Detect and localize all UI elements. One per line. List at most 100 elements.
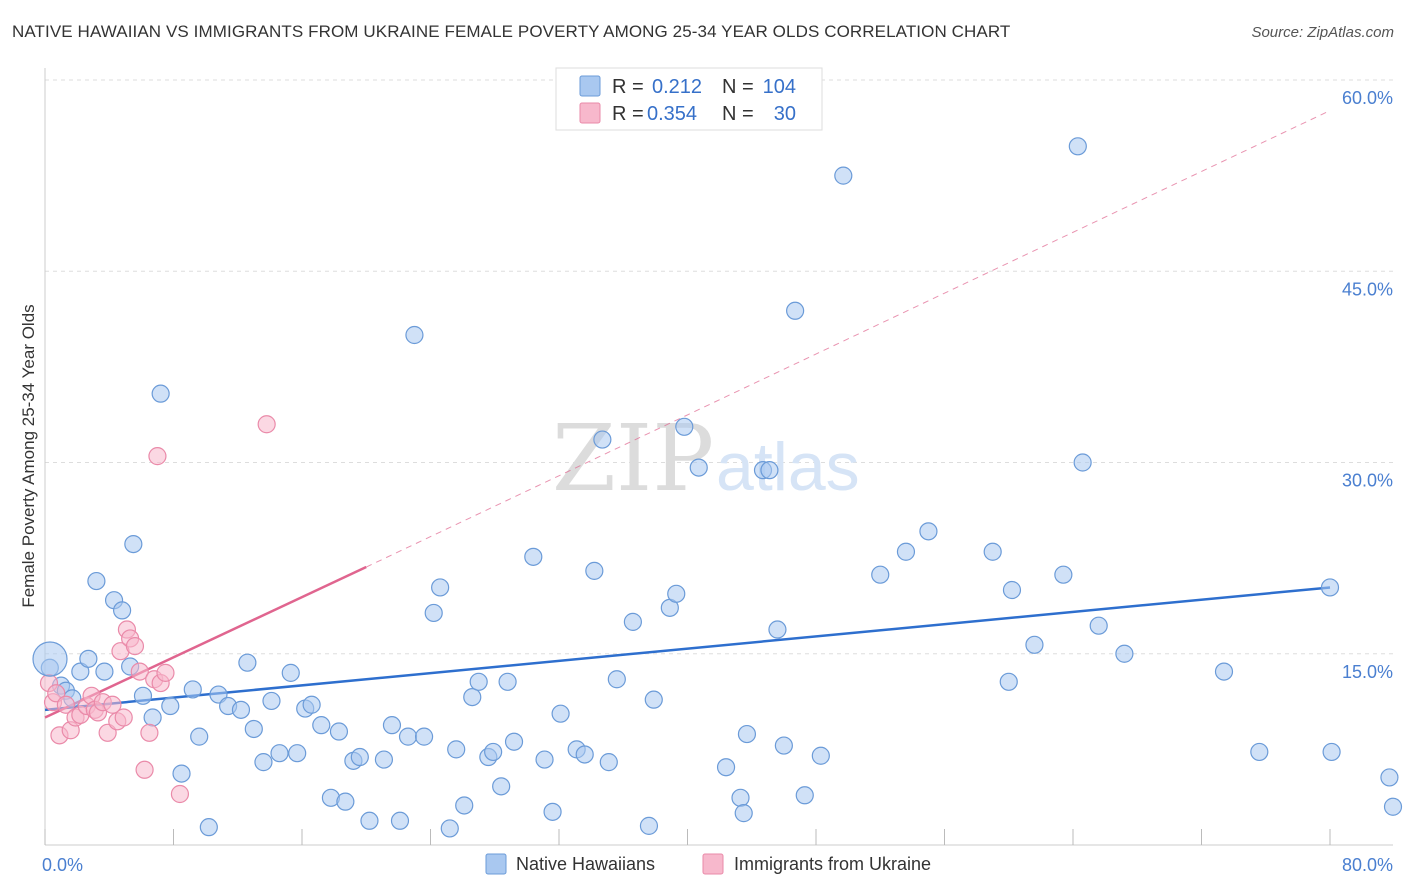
data-point <box>79 649 98 668</box>
data-point <box>130 662 149 681</box>
data-point <box>1089 616 1108 635</box>
data-point <box>374 750 394 769</box>
data-point <box>151 384 170 403</box>
data-point <box>148 447 167 466</box>
data-point <box>607 670 626 689</box>
data-point <box>156 663 175 682</box>
data-point <box>469 672 488 691</box>
legend-r-label: R = <box>612 103 644 125</box>
data-point <box>675 417 694 436</box>
data-point <box>492 777 511 796</box>
data-point <box>455 796 474 815</box>
series-legend-label-native-hawaiians: Native Hawaiians <box>516 854 655 874</box>
legend-n-value: 30 <box>774 103 796 125</box>
y-tick-label: 60.0% <box>1342 88 1393 108</box>
data-point <box>398 727 418 746</box>
data-points <box>32 137 1403 838</box>
y-tick-label: 45.0% <box>1342 279 1393 299</box>
legend-r-value: 0.212 <box>652 76 702 98</box>
data-point <box>161 696 180 716</box>
data-point <box>983 542 1002 561</box>
data-point <box>1322 742 1341 762</box>
grid-lines <box>45 79 1393 655</box>
data-point <box>639 816 659 835</box>
data-point <box>302 695 321 714</box>
data-point <box>689 458 708 477</box>
series-native-hawaiians <box>40 137 1403 838</box>
data-point <box>87 571 106 591</box>
data-point <box>190 727 209 746</box>
data-point <box>143 708 162 727</box>
data-point <box>575 745 594 764</box>
y-tick-labels: 15.0% 30.0% 45.0% 60.0% <box>1342 88 1393 682</box>
data-point <box>1383 797 1403 816</box>
data-point <box>281 663 300 682</box>
data-point <box>1068 137 1087 156</box>
data-point <box>623 612 642 631</box>
data-point <box>524 547 543 566</box>
data-point <box>1054 565 1073 584</box>
data-point <box>360 811 379 830</box>
data-point <box>114 708 133 727</box>
data-point <box>644 690 663 709</box>
legend-n-label: N = <box>722 103 754 125</box>
series-immigrants-from-ukraine <box>39 415 276 804</box>
data-point <box>254 753 273 772</box>
y-axis-label: Female Poverty Among 25-34 Year Olds <box>19 304 38 607</box>
trend-line-native-hawaiians <box>44 586 1331 712</box>
data-point <box>172 764 191 783</box>
legend-row-immigrants-from-ukraine: R = 0.354 N = 30 <box>579 102 796 125</box>
data-point <box>140 723 159 742</box>
data-point <box>288 744 307 763</box>
data-point <box>535 750 554 769</box>
series-legend-label-immigrants-from-ukraine: Immigrants from Ukraine <box>734 854 931 874</box>
y-tick-label: 15.0% <box>1342 662 1393 682</box>
x-tick-label: 80.0% <box>1342 855 1393 875</box>
data-point <box>1250 742 1269 762</box>
data-point <box>593 430 612 449</box>
axes <box>44 68 1393 846</box>
data-point <box>390 811 410 830</box>
trend-line-ukraine-extended <box>366 110 1331 568</box>
data-point <box>405 325 424 345</box>
data-point <box>257 415 276 434</box>
legend-r-value: 0.354 <box>647 103 697 125</box>
data-point <box>112 601 132 620</box>
data-point <box>183 680 202 699</box>
data-point <box>504 732 524 751</box>
data-point <box>103 695 122 714</box>
data-point <box>133 686 153 705</box>
data-point <box>484 742 503 762</box>
data-point <box>463 687 482 707</box>
data-point <box>1320 578 1340 597</box>
x-tick-label: 0.0% <box>42 855 83 875</box>
data-point <box>262 691 281 711</box>
data-point <box>125 636 145 656</box>
data-point <box>199 818 218 837</box>
data-point-large <box>32 641 68 677</box>
legend-row-native-hawaiians: R = 0.212 N = 104 <box>579 75 796 98</box>
data-point <box>760 461 779 480</box>
data-point <box>1214 662 1234 681</box>
data-point <box>811 746 830 765</box>
data-point <box>382 716 402 735</box>
data-point <box>124 534 143 554</box>
data-point <box>1002 580 1022 600</box>
data-point <box>135 760 154 779</box>
data-point <box>795 786 814 805</box>
data-point <box>716 758 736 777</box>
data-point <box>774 736 793 755</box>
legend: R = 0.212 N = 104 R = 0.354 N = 30 <box>555 67 823 131</box>
data-point <box>919 522 938 541</box>
data-point <box>737 724 757 744</box>
watermark-atlas: atlas <box>716 429 860 505</box>
chart-title: NATIVE HAWAIIAN VS IMMIGRANTS FROM UKRAI… <box>12 22 1011 41</box>
series-legend-swatch-blue <box>485 853 507 875</box>
data-point <box>95 662 114 681</box>
data-point <box>336 792 355 811</box>
data-point <box>1073 453 1092 472</box>
data-point <box>585 561 604 580</box>
data-point <box>768 620 787 639</box>
series-legend: Native Hawaiians Immigrants from Ukraine <box>485 853 931 875</box>
